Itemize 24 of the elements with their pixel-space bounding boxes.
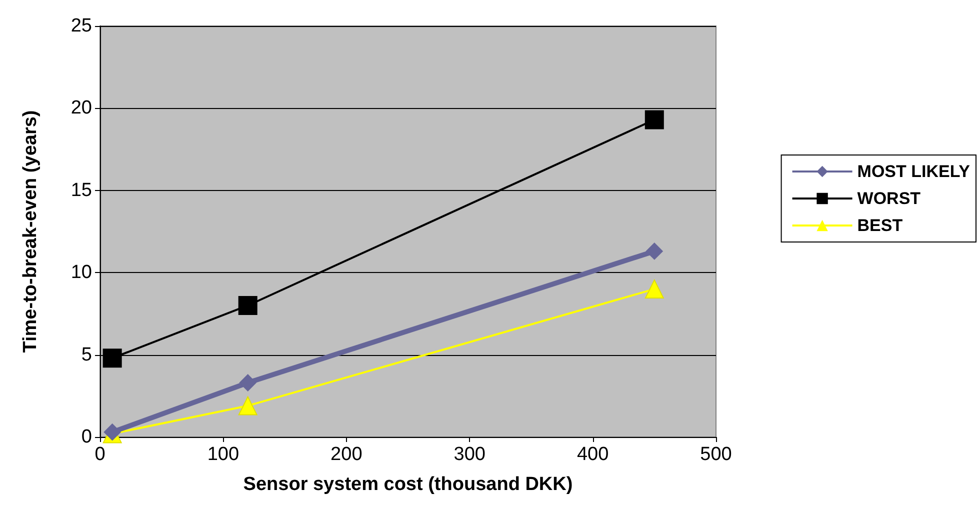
point — [646, 242, 663, 260]
legend-label: MOST LIKELY — [857, 162, 971, 181]
point — [644, 280, 664, 299]
y-tick-label: 0 — [81, 426, 92, 448]
point — [644, 110, 664, 130]
x-tick-label: 500 — [700, 444, 732, 465]
y-axis-title: Time-to-break-even (years) — [20, 110, 41, 353]
point — [238, 296, 258, 315]
point — [102, 348, 122, 368]
x-axis-title: Sensor system cost (thousand DKK) — [243, 474, 573, 495]
y-tick-label: 25 — [70, 16, 92, 36]
point — [238, 396, 258, 416]
legend-label: BEST — [857, 216, 904, 235]
point — [239, 374, 256, 392]
x-tick-label: 0 — [94, 444, 106, 465]
legend-label: WORST — [857, 189, 922, 208]
x-tick-label: 400 — [576, 444, 609, 465]
x-tick-label: 200 — [330, 444, 362, 465]
x-tick-label: 100 — [207, 444, 240, 465]
y-tick-label: 5 — [81, 344, 92, 366]
y-tick-label: 10 — [70, 262, 92, 284]
y-tick-label: 20 — [70, 98, 92, 119]
y-tick-label: 15 — [70, 180, 92, 201]
x-tick-label: 300 — [454, 444, 486, 465]
